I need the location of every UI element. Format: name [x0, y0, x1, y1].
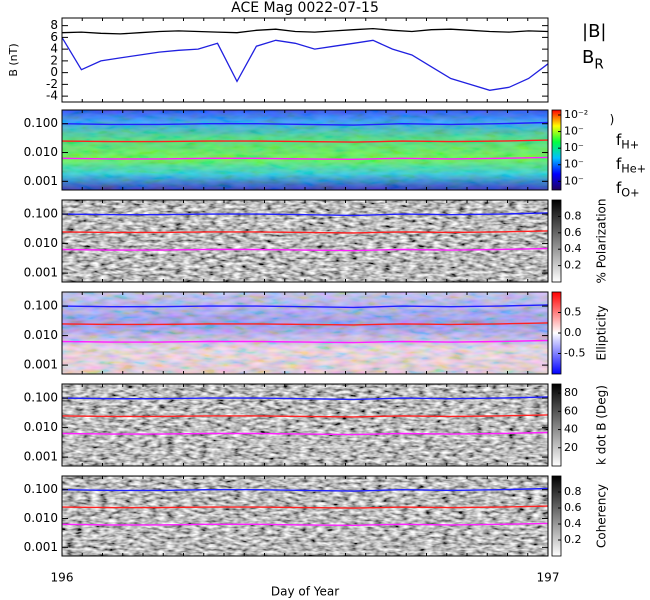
y-tick-label: 0.100 [24, 482, 58, 496]
colorbar [551, 199, 562, 283]
spectrogram-texture [62, 200, 548, 282]
y-tick-label: 0.001 [24, 358, 58, 372]
colorbar-tick-label: 10⁻ [564, 174, 584, 187]
spectrogram [62, 476, 548, 556]
frequency-line [61, 322, 549, 326]
colorbar-tick-label: 80 [564, 386, 578, 399]
frequency-line [61, 505, 549, 509]
y-tick-label: 0.001 [24, 266, 58, 280]
chart-title: ACE Mag 0022-07-15 [231, 0, 379, 16]
colorbar-label: Ellipticity [595, 306, 609, 361]
frequency-line [61, 339, 549, 344]
frequency-line [61, 487, 549, 492]
colorbar-tick-label: 20 [564, 441, 578, 454]
frequency-line [61, 414, 549, 418]
colorbar-tick-label: 10⁻ [564, 125, 584, 138]
y-tick-label: -2 [46, 77, 58, 91]
spectrogram-texture [62, 110, 548, 190]
colorbar-tick-label: 0.6 [564, 226, 582, 239]
colorbar-label: k dot B (Deg) [595, 385, 609, 465]
y-tick-label: 0.100 [24, 299, 58, 313]
legend-label: BR [582, 47, 604, 72]
y-tick-label: 0.100 [24, 207, 58, 221]
y-tick-label: 0.001 [24, 450, 58, 464]
x-tick-label: 196 [51, 571, 74, 585]
y-tick-label: 6 [50, 30, 58, 44]
legend-label: fO+ [616, 179, 640, 200]
y-tick-label: -4 [46, 89, 58, 103]
y-tick-label: 0.001 [24, 540, 58, 554]
colorbar-tick-label: 10⁻ [564, 141, 584, 154]
spectrogram [62, 110, 548, 190]
y-tick-label: 0.010 [24, 328, 58, 342]
frequency-line [61, 396, 549, 401]
y-tick-label: 4 [50, 42, 58, 56]
colorbar [551, 475, 562, 557]
spectrogram-texture [62, 384, 548, 466]
colorbar-tick-label: 40 [564, 423, 578, 436]
colorbar-tick-label: 0.8 [564, 485, 582, 498]
y-tick-label: 0.001 [24, 174, 58, 188]
y-axis-label: B (nT) [7, 43, 20, 76]
colorbar-label: % Polarization [595, 199, 609, 284]
frequency-line [61, 522, 549, 527]
frequency-line [61, 247, 549, 252]
colorbar-tick-label: 60 [564, 404, 578, 417]
y-tick-label: 0.010 [24, 145, 58, 159]
y-tick-label: 2 [50, 53, 58, 67]
colorbar-tick-label: 0.6 [564, 501, 582, 514]
colorbar-label: ) [610, 113, 615, 127]
series-line [61, 27, 549, 35]
colorbar-tick-label: 0.2 [564, 259, 582, 272]
frequency-line [61, 156, 549, 161]
colorbar-tick-label: 0.5 [564, 306, 582, 319]
y-tick-label: 0 [50, 65, 58, 79]
spectrogram [62, 384, 548, 466]
y-tick-label: 8 [50, 18, 58, 32]
spectrogram [62, 292, 548, 374]
colorbar-tick-label: 0.2 [564, 533, 582, 546]
colorbar [551, 109, 562, 191]
frequency-line [61, 139, 549, 143]
y-tick-label: 0.010 [24, 420, 58, 434]
colorbar-tick-label: 0.4 [564, 242, 582, 255]
colorbar-tick-label: 0.4 [564, 517, 582, 530]
spectrogram [62, 200, 548, 282]
colorbar-tick-label: 10⁻² [564, 108, 588, 121]
frequency-line [61, 230, 549, 234]
y-tick-label: 0.010 [24, 511, 58, 525]
y-tick-label: 0.100 [24, 391, 58, 405]
x-axis-label: Day of Year [271, 585, 339, 599]
frequency-line [61, 431, 549, 436]
y-tick-label: 0.010 [24, 236, 58, 250]
colorbar-tick-label: 0.8 [564, 209, 582, 222]
spectrogram-texture [62, 292, 548, 374]
legend-label: fHe+ [616, 155, 646, 176]
frequency-line [61, 304, 549, 309]
spectrogram-texture [62, 476, 548, 556]
colorbar-tick-label: 10⁻ [564, 158, 584, 171]
legend-label: |B| [582, 21, 606, 42]
colorbar-label: Coherency [595, 484, 609, 548]
colorbar-tick-label: 0.0 [564, 326, 582, 339]
colorbar-tick-label: -0.5 [564, 347, 585, 360]
colorbar [551, 383, 562, 467]
legend-label: fH+ [616, 131, 639, 152]
y-tick-label: 0.100 [24, 116, 58, 130]
x-tick-label: 197 [537, 571, 560, 585]
series-line [61, 37, 549, 91]
frequency-line [61, 212, 549, 217]
frequency-line [61, 121, 549, 126]
